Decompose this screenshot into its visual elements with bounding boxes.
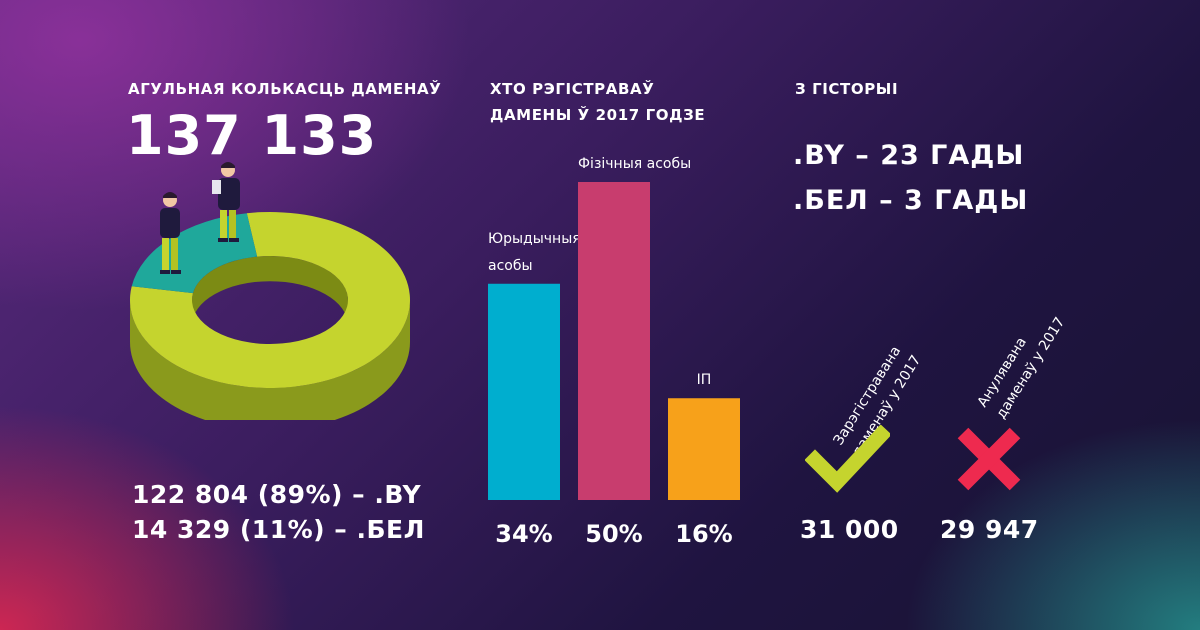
annulled-value: 29 947 bbox=[940, 515, 1039, 544]
registered-value: 31 000 bbox=[800, 515, 899, 544]
check-icon bbox=[805, 425, 890, 493]
person-right bbox=[212, 162, 240, 242]
donut-hole bbox=[192, 281, 348, 369]
person-left bbox=[160, 192, 181, 274]
total-bel-line: 14 329 (11%) – .БЕЛ bbox=[132, 515, 425, 544]
donut-slice-by bbox=[130, 212, 410, 388]
bar-2 bbox=[578, 182, 650, 500]
donut-hole-wall bbox=[192, 256, 348, 326]
history-bel-line: .БЕЛ – 3 ГАДЫ bbox=[793, 185, 1029, 216]
registrants-heading-line1: ХТО РЭГІСТРАВАЎ bbox=[490, 80, 655, 98]
bar-value-1: 34% bbox=[495, 520, 552, 548]
bar-label-2: Фізічныя асобы bbox=[578, 156, 691, 172]
bar-3 bbox=[668, 398, 740, 500]
bar-chart: Юрыдычныя асобы 34% Фізічныя асобы 50% ІП 16% bbox=[488, 156, 740, 548]
bar-1 bbox=[488, 283, 560, 500]
total-heading: АГУЛЬНАЯ КОЛЬКАСЦЬ ДАМЕНАЎ bbox=[128, 80, 442, 98]
annulled-label: Анулявана даменаў у 2017 bbox=[972, 301, 1071, 423]
total-by-line: 122 804 (89%) – .BY bbox=[132, 480, 422, 509]
donut-chart bbox=[130, 162, 410, 420]
total-value: 137 133 bbox=[126, 104, 378, 167]
bar-value-2: 50% bbox=[585, 520, 642, 548]
history-heading: З ГІСТОРЫІ bbox=[795, 80, 899, 98]
people-illustration bbox=[160, 162, 240, 274]
bar-label-3: ІП bbox=[697, 372, 712, 388]
bar-label-1: Юрыдычныя асобы bbox=[488, 231, 581, 274]
cross-icon bbox=[957, 427, 1021, 491]
registrants-heading: ХТО РЭГІСТРАВАЎ ДАМЕНЫ Ў 2017 ГОДЗЕ bbox=[490, 76, 705, 128]
history-by-line: .BY – 23 ГАДЫ bbox=[793, 140, 1025, 171]
bar-value-3: 16% bbox=[675, 520, 732, 548]
registrants-heading-line2: ДАМЕНЫ Ў 2017 ГОДЗЕ bbox=[490, 106, 706, 124]
donut-side bbox=[130, 300, 410, 420]
